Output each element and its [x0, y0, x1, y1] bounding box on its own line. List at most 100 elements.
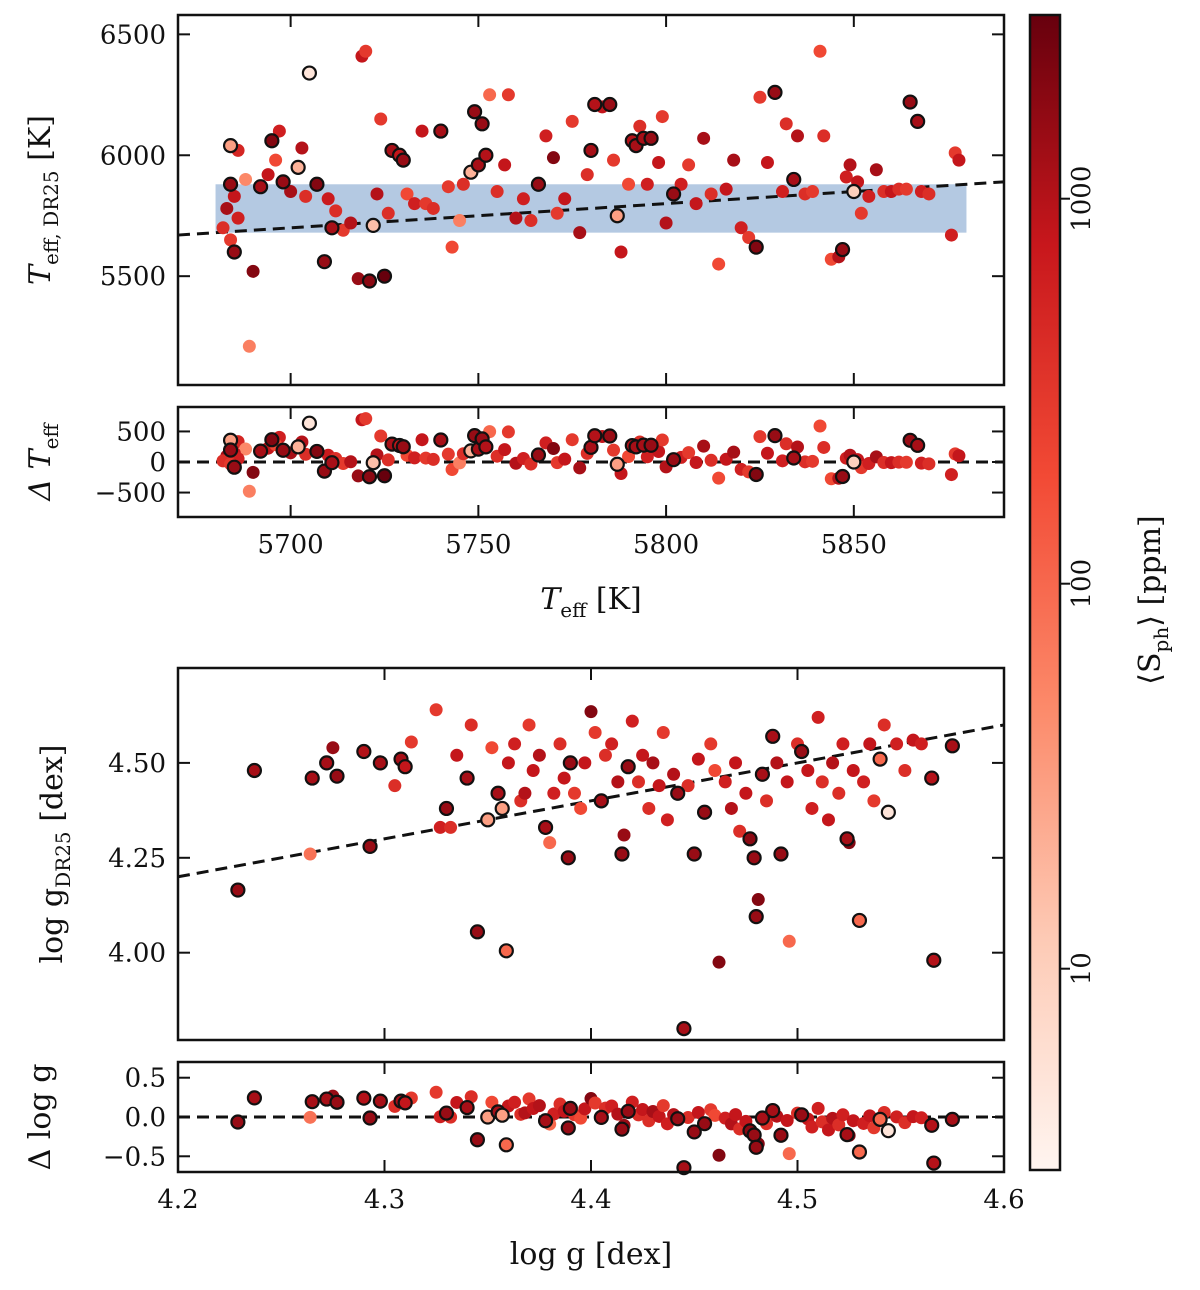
data-point [767, 84, 783, 100]
data-point [854, 206, 868, 220]
data-point [365, 455, 381, 471]
data-point [846, 454, 862, 470]
data-point [372, 1093, 388, 1109]
data-point [697, 131, 711, 145]
data-point [609, 456, 625, 472]
data-point [546, 442, 560, 456]
data-point [426, 201, 440, 215]
data-point [524, 214, 538, 228]
data-point [719, 182, 733, 196]
logg-residual-ticks: −0.5 0.0 0.5 4.2 4.3 4.4 4.5 4.6 [103, 1062, 1025, 1215]
data-point [910, 113, 926, 130]
data-point [821, 1123, 835, 1137]
y-tick-label: 0.5 [125, 1064, 166, 1094]
data-point [846, 763, 860, 777]
colorbar-gradient [1030, 15, 1060, 1170]
data-point [656, 726, 670, 740]
data-point [433, 432, 449, 448]
data-point [652, 156, 666, 170]
data-point [395, 439, 411, 455]
teff-residual-ylabel: Δ Teff [23, 422, 63, 502]
data-point [682, 446, 696, 460]
data-point [429, 1085, 443, 1099]
data-point [733, 824, 747, 838]
data-point [438, 1105, 455, 1121]
data-point [558, 192, 572, 206]
data-point [646, 756, 660, 770]
data-point [469, 1132, 486, 1148]
data-point [450, 748, 464, 762]
data-point [222, 442, 239, 458]
data-point [470, 157, 486, 173]
data-point [665, 452, 682, 468]
data-point [696, 804, 713, 820]
data-point [656, 1099, 670, 1113]
data-point [659, 216, 673, 230]
data-point [862, 189, 876, 203]
data-point [501, 756, 515, 770]
data-point [696, 1116, 713, 1132]
data-point [415, 124, 429, 138]
data-point [593, 1109, 609, 1125]
data-point [526, 763, 540, 777]
data-point [636, 1103, 650, 1117]
data-point [712, 471, 726, 485]
data-point [573, 226, 587, 240]
x-tick-label: 5700 [258, 530, 324, 560]
teff-main-frame [176, 13, 1006, 387]
data-point [444, 820, 458, 834]
data-point [712, 955, 726, 969]
data-point [944, 738, 960, 754]
y-tick-label: 500 [116, 417, 166, 447]
data-point [643, 437, 659, 453]
data-point [309, 443, 325, 460]
data-point [667, 767, 681, 781]
data-point [727, 445, 741, 459]
data-point [890, 737, 904, 751]
data-point [620, 759, 636, 775]
data-point [362, 838, 378, 855]
data-point [543, 836, 557, 850]
panel-logg-main: 4.00 4.25 4.50 log gDR25 [dex] [35, 666, 1006, 1042]
data-point [562, 755, 578, 771]
data-point [748, 466, 764, 483]
logg-main-ylabel: log gDR25 [dex] [35, 745, 75, 964]
data-point [751, 893, 765, 907]
data-point [944, 1111, 960, 1127]
data-point [587, 428, 603, 444]
data-point [712, 257, 726, 271]
data-point [779, 117, 793, 131]
data-point [508, 1095, 522, 1109]
data-point [329, 204, 343, 218]
data-point [944, 468, 958, 482]
data-point [404, 735, 418, 749]
data-point [805, 801, 819, 815]
data-point [397, 1095, 413, 1111]
data-point [926, 952, 942, 968]
data-point [660, 813, 674, 827]
data-point [467, 104, 483, 120]
data-point [464, 718, 478, 732]
data-point [832, 786, 846, 800]
data-point [836, 737, 850, 751]
data-point [501, 88, 515, 102]
data-point [242, 339, 256, 353]
y-tick-label: 0 [149, 448, 166, 478]
data-point [326, 741, 340, 755]
data-point [775, 454, 789, 468]
data-point [872, 1111, 888, 1127]
data-point [408, 197, 422, 211]
logg-main-ticks: 4.00 4.25 4.50 [108, 668, 1005, 1040]
data-point [846, 1114, 860, 1128]
data-point [370, 187, 384, 201]
data-point [299, 189, 313, 203]
x-tick-label: 5800 [633, 530, 699, 560]
data-point [625, 714, 639, 728]
data-point [562, 1100, 578, 1116]
data-point [607, 153, 621, 167]
data-point [329, 1094, 345, 1110]
data-point [614, 1121, 630, 1137]
data-point [748, 909, 764, 925]
